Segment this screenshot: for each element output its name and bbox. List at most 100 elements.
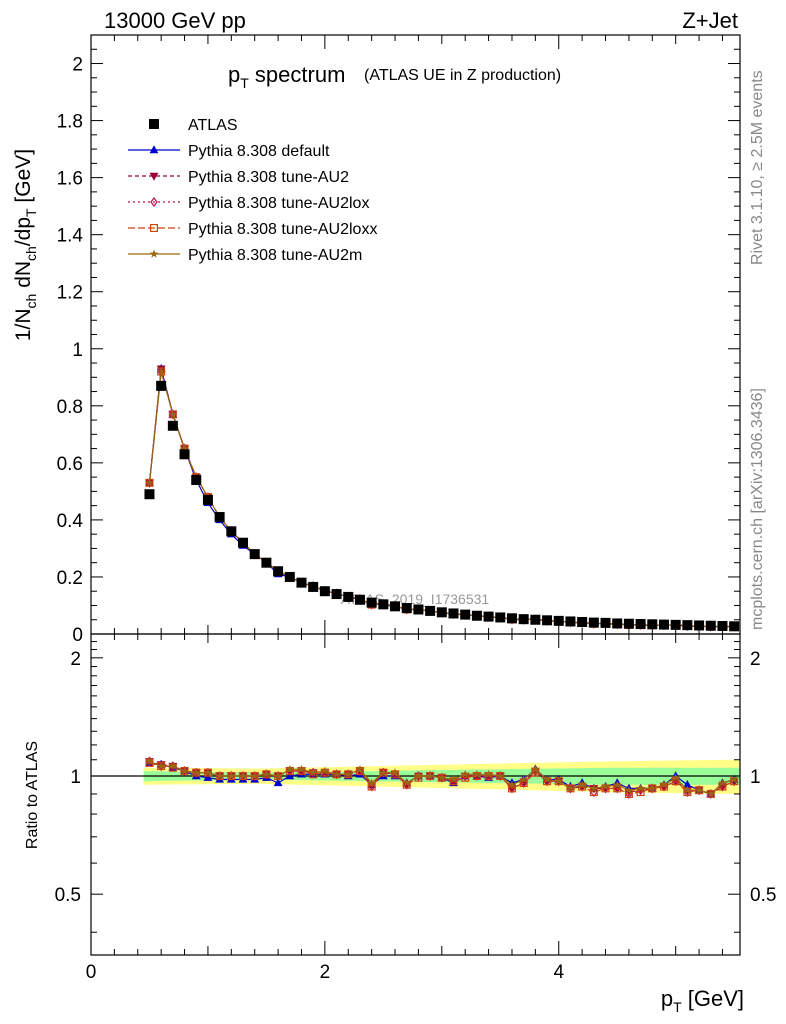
ratio-point-au2m: [636, 783, 645, 793]
data-point-atlas: [436, 607, 447, 618]
ratio-y-tick-label-right: 2: [750, 649, 761, 670]
y-tick-label: 0.2: [57, 568, 83, 589]
series-line-au2: [148, 368, 735, 628]
ratio-series-au2m: [145, 756, 739, 798]
ratio-point-au2m: [402, 778, 412, 787]
data-point-atlas: [565, 616, 576, 627]
data-point-atlas: [682, 620, 693, 631]
data-point-atlas: [144, 489, 155, 500]
data-point-atlas: [448, 608, 459, 619]
y-tick-label: 0.8: [57, 397, 83, 418]
ratio-point-au2m: [577, 780, 587, 789]
y-tick-label: 0.4: [57, 511, 84, 532]
ratio-point-au2m: [297, 764, 306, 773]
y-tick-label: 0: [72, 625, 83, 646]
legend-entry-default: Pythia 8.308 default: [128, 143, 330, 160]
data-point-atlas: [542, 615, 553, 626]
data-point-atlas: [296, 577, 307, 588]
legend-marker: [150, 224, 159, 233]
legend-marker: [149, 249, 159, 258]
side-text-mcplots: mcplots.cern.ch [arXiv:1306.3436]: [749, 388, 766, 630]
ratio-point-au2m: [320, 766, 330, 775]
ratio-point-au2m: [355, 764, 365, 773]
ratio-point-au2m: [191, 768, 201, 777]
data-point-atlas: [635, 619, 646, 630]
legend-label: Pythia 8.308 tune-AU2lox: [188, 195, 369, 212]
data-point-atlas: [729, 621, 740, 632]
data-point-atlas: [705, 620, 716, 631]
data-point-atlas: [390, 601, 401, 612]
ratio-y-tick-label: 1: [70, 767, 81, 788]
data-point-atlas: [191, 474, 202, 485]
data-point-atlas: [284, 571, 295, 582]
data-point-atlas: [308, 581, 319, 592]
data-point-atlas: [623, 618, 634, 629]
data-point-au2m: [180, 444, 189, 453]
legend-label: Pythia 8.308 tune-AU2: [188, 169, 349, 186]
ratio-point-au2m: [308, 768, 318, 777]
ratio-point-au2m: [180, 766, 189, 775]
ratio-point-au2m: [554, 776, 564, 785]
ratio-point-au2m: [647, 783, 657, 793]
ratio-point-au2m: [460, 769, 470, 778]
data-point-atlas: [167, 420, 178, 431]
legend-entry-au2lox: Pythia 8.308 tune-AU2lox: [128, 195, 369, 212]
data-point-atlas: [518, 614, 529, 625]
data-point-atlas: [331, 589, 342, 600]
y-tick-label: 2: [72, 55, 83, 76]
data-point-atlas: [658, 619, 669, 630]
legend: ATLAS Pythia 8.308 default Pythia 8.308 tu…: [128, 117, 377, 264]
data-point-atlas: [202, 494, 213, 505]
main-plot-panel: ATLAS_2019_I1736531 0 0.2 0.4 0.6 0.8 1 1.2 1.4…: [12, 34, 741, 646]
legend-marker: [149, 172, 159, 181]
data-point-atlas: [425, 605, 436, 616]
y-tick-label: 1: [72, 340, 83, 361]
ratio-point-au2m: [671, 773, 681, 782]
ratio-point-au2m: [168, 761, 178, 770]
ratio-point-au2m: [718, 778, 727, 787]
data-point-atlas: [401, 603, 412, 614]
ratio-point-au2m: [379, 768, 388, 777]
ratio-point-au2m: [332, 769, 341, 778]
data-point-atlas: [378, 599, 389, 610]
watermark: ATLAS_2019_I1736531: [341, 591, 490, 607]
ratio-point-au2m: [238, 771, 248, 780]
ratio-point-au2m: [659, 780, 669, 789]
ratio-point-au2m: [390, 768, 400, 777]
legend-marker: [149, 119, 159, 129]
data-point-atlas: [343, 591, 354, 602]
ratio-point-au2m: [507, 780, 517, 789]
data-point-atlas: [612, 618, 623, 629]
data-point-atlas: [354, 594, 365, 605]
ratio-point-au2m: [542, 774, 552, 784]
ratio-point-au2m: [706, 789, 716, 798]
legend-entry-au2: Pythia 8.308 tune-AU2: [128, 169, 349, 186]
ratio-point-au2m: [156, 761, 166, 770]
ratio-point-default: [273, 778, 283, 787]
plot-title: pT spectrum: [228, 62, 345, 91]
ratio-point-au2m: [425, 771, 435, 780]
ratio-point-au2m: [437, 773, 447, 782]
legend-label: Pythia 8.308 default: [188, 143, 330, 160]
series-line-au2lox: [148, 371, 735, 628]
ratio-y-tick-label-right: 1: [750, 767, 761, 788]
ratio-point-au2m: [694, 785, 704, 794]
data-point-au2m: [156, 367, 166, 376]
ratio-point-default: [682, 779, 692, 788]
ratio-point-au2m: [226, 771, 236, 780]
legend-marker: [150, 197, 158, 207]
header-left: 13000 GeV pp: [104, 8, 246, 33]
legend-label: Pythia 8.308 tune-AU2m: [188, 247, 362, 264]
legend-label: Pythia 8.308 tune-AU2loxx: [188, 221, 377, 238]
data-point-atlas: [366, 597, 377, 608]
data-point-au2m: [145, 478, 154, 487]
ratio-point-au2m: [624, 785, 634, 794]
series-atlas: [144, 380, 740, 632]
ratio-point-au2lox: [449, 776, 458, 787]
data-point-atlas: [319, 586, 330, 597]
ratio-ylabel: Ratio to ATLAS: [24, 741, 41, 849]
data-point-atlas: [506, 613, 517, 624]
ratio-point-au2m: [484, 769, 493, 778]
ratio-point-au2m: [367, 778, 376, 787]
